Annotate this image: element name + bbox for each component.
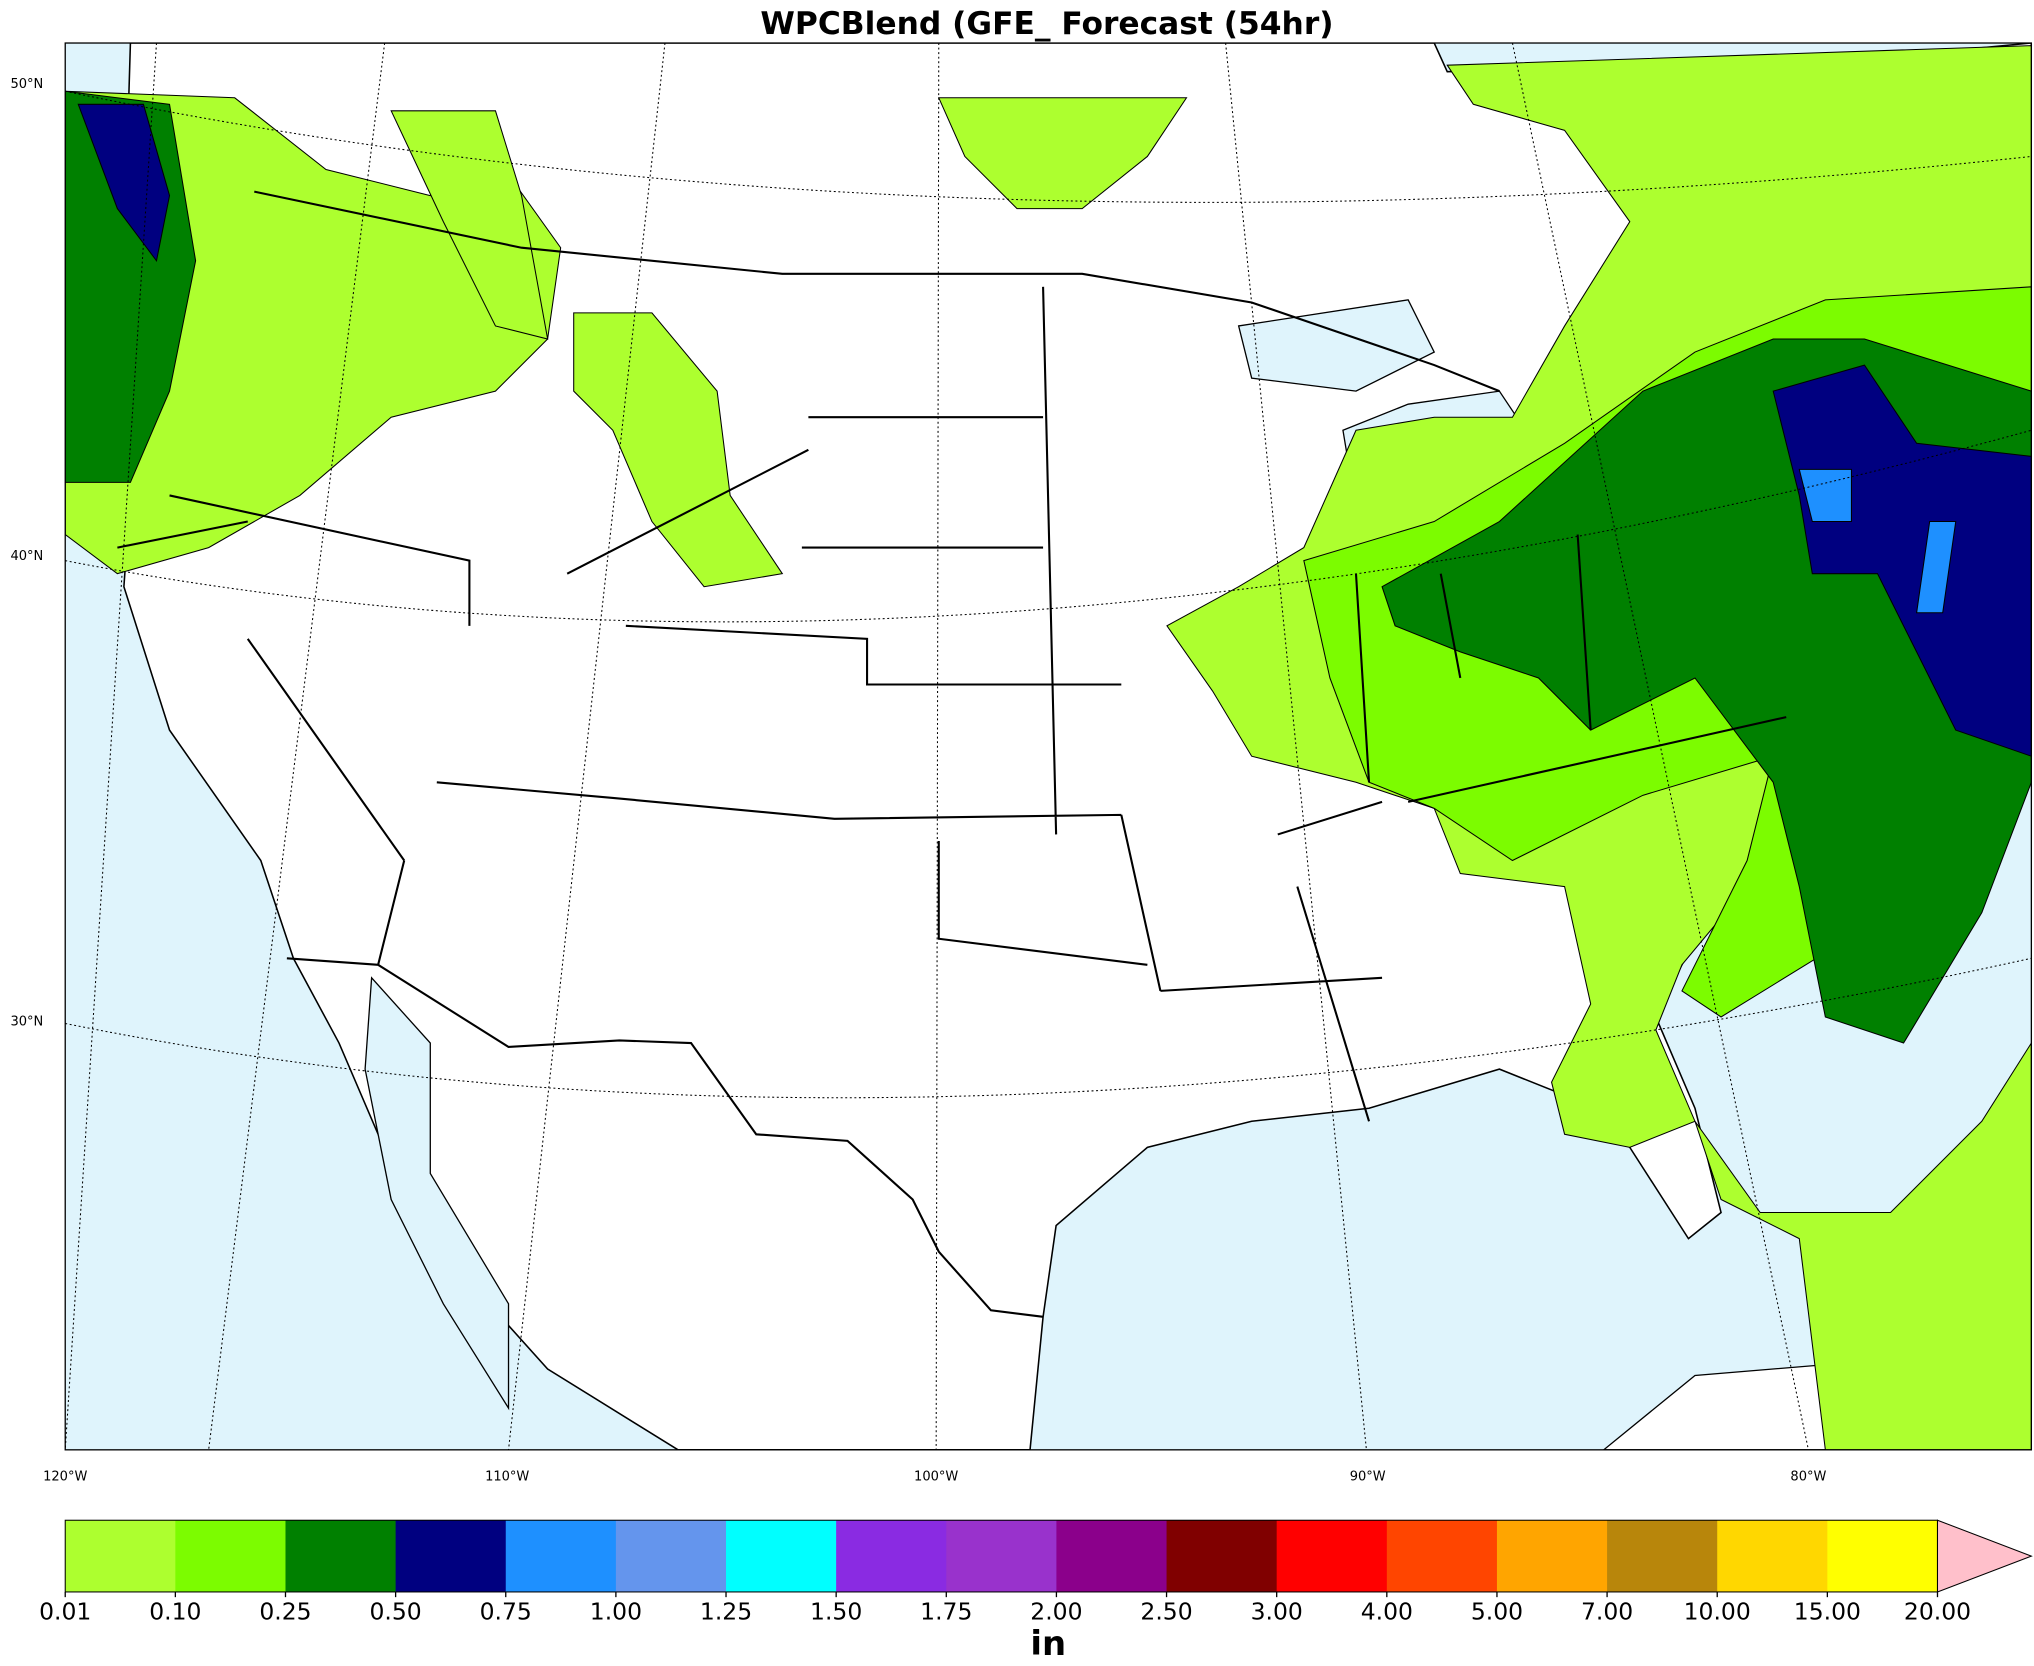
- colorbar-bin: [1496, 1520, 1608, 1592]
- colorbar-tick-label: 20.00: [1904, 1597, 1971, 1625]
- colorbar-tick-label: 2.00: [1030, 1597, 1082, 1625]
- colorbar-tick-label: 0.50: [370, 1597, 422, 1625]
- colorbar-bin: [285, 1520, 397, 1592]
- colorbar-bin: [175, 1520, 287, 1592]
- colorbar-tick-label: 0.10: [149, 1597, 201, 1625]
- colorbar-tick-label: 2.50: [1140, 1597, 1192, 1625]
- colorbar-bin: [1827, 1520, 1939, 1592]
- precip-area: [390, 97, 1188, 588]
- map: [65, 43, 2032, 1450]
- precip-area: [1798, 468, 1957, 614]
- map-title: WPCBlend (GFE_ Forecast (54hr): [760, 6, 1333, 42]
- colorbar-bin: [1717, 1520, 1829, 1592]
- lon-label: 100°W: [914, 1470, 958, 1485]
- colorbar-tick-label: 1.25: [700, 1597, 752, 1625]
- colorbar-tick-label: 1.75: [920, 1597, 972, 1625]
- colorbar-bin: [65, 1520, 177, 1592]
- colorbar-tick-label: 0.25: [259, 1597, 311, 1625]
- colorbar-tick-label: 15.00: [1794, 1597, 1861, 1625]
- colorbar-bin: [1276, 1520, 1388, 1592]
- colorbar-tick-label: 4.00: [1361, 1597, 1413, 1625]
- colorbar-bin: [615, 1520, 727, 1592]
- colorbar-tick-label: 5.00: [1471, 1597, 1523, 1625]
- graticule-labels: 50°N 40°N 30°N 120°W 110°W 100°W 90°W 80…: [10, 77, 1826, 1484]
- colorbar-bin: [1056, 1520, 1168, 1592]
- lon-label: 90°W: [1350, 1470, 1386, 1485]
- colorbar: 0.01 0.10 0.25 0.50 0.75 1.00 1.25 1.50 1.75 2.00…: [39, 1519, 2033, 1663]
- lon-label: 120°W: [43, 1470, 87, 1485]
- colorbar-tick-label: 1.00: [590, 1597, 642, 1625]
- colorbar-bin: [505, 1520, 617, 1592]
- gulf-of-california: [364, 976, 510, 1411]
- colorbar-bin: [395, 1520, 507, 1592]
- colorbar-label: in: [1030, 1624, 1066, 1663]
- colorbar-bin: [946, 1520, 1058, 1592]
- colorbar-bin: [1166, 1520, 1278, 1592]
- lat-label: 40°N: [10, 549, 43, 564]
- lat-label: 50°N: [10, 77, 43, 92]
- colorbar-tick-label: 10.00: [1684, 1597, 1751, 1625]
- colorbar-bin: [726, 1520, 837, 1592]
- precip-area: [65, 90, 2032, 1044]
- colorbar-bin: [1386, 1520, 1498, 1592]
- lon-label: 110°W: [485, 1470, 529, 1485]
- colorbar-tick-label: 0.01: [39, 1597, 91, 1625]
- colorbar-tick-label: 0.75: [480, 1597, 532, 1625]
- colorbar-tick-label: 1.50: [810, 1597, 862, 1625]
- borders: [65, 43, 2032, 1450]
- colorbar-outline: [64, 1519, 1939, 1593]
- colorbar-extend: [1936, 1519, 2033, 1593]
- precip: [65, 45, 2032, 1450]
- colorbar-tick-label: 7.00: [1581, 1597, 1633, 1625]
- colorbar-bin: [1607, 1520, 1718, 1592]
- colorbar-tick-label: 3.00: [1251, 1597, 1303, 1625]
- map-frame: [64, 42, 2033, 1451]
- lat-label: 30°N: [10, 1015, 43, 1030]
- colorbar-bin: [836, 1520, 947, 1592]
- lon-label: 80°W: [1790, 1470, 1826, 1485]
